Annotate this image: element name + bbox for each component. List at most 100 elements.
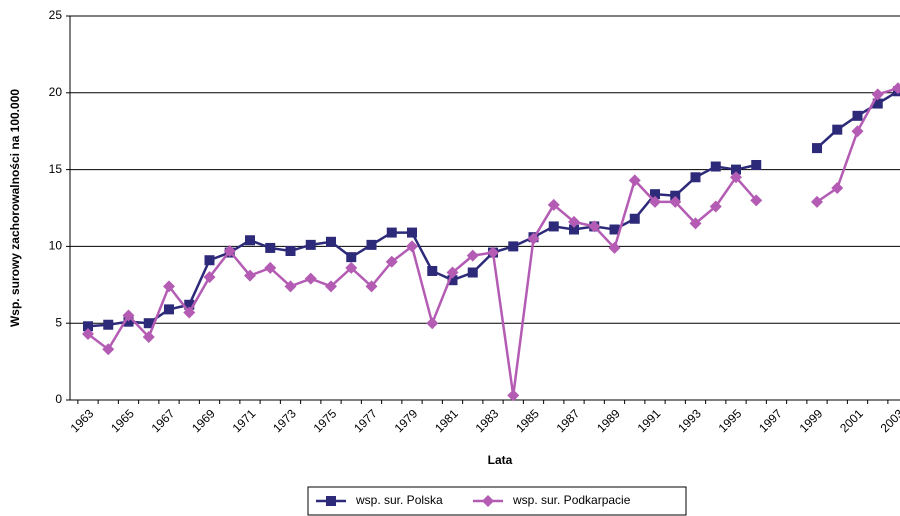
- marker: [345, 261, 358, 274]
- x-tick-label: 2001: [837, 406, 866, 435]
- x-tick-label: 1963: [68, 406, 97, 435]
- y-tick-label: 20: [49, 85, 63, 99]
- marker: [649, 195, 661, 208]
- marker: [427, 265, 438, 276]
- marker: [690, 172, 701, 183]
- marker: [122, 309, 135, 322]
- marker: [204, 255, 215, 266]
- marker: [547, 198, 560, 211]
- marker: [508, 241, 519, 252]
- marker: [507, 389, 520, 402]
- marker: [832, 124, 843, 135]
- marker: [103, 319, 114, 330]
- x-tick-label: 1993: [675, 406, 704, 435]
- y-tick-label: 15: [49, 162, 63, 176]
- marker: [385, 255, 398, 268]
- marker: [588, 220, 601, 233]
- marker: [426, 317, 439, 330]
- legend-label: wsp. sur. Podkarpacie: [512, 493, 631, 507]
- marker: [325, 280, 337, 293]
- marker: [285, 246, 296, 257]
- marker: [466, 249, 479, 262]
- marker: [487, 246, 499, 259]
- marker: [812, 143, 822, 154]
- marker: [284, 280, 297, 293]
- series-line: [87, 90, 899, 328]
- marker: [750, 194, 763, 207]
- marker: [872, 98, 883, 109]
- marker: [102, 343, 115, 356]
- marker: [183, 306, 196, 319]
- marker: [203, 271, 216, 284]
- marker: [245, 235, 255, 246]
- marker: [608, 241, 621, 254]
- marker: [689, 217, 702, 230]
- x-tick-label: 1989: [594, 406, 623, 435]
- marker: [569, 224, 579, 235]
- marker: [730, 171, 742, 184]
- x-tick-label: 1965: [108, 406, 137, 435]
- marker: [568, 215, 580, 228]
- x-tick-label: 1983: [473, 406, 502, 435]
- marker: [407, 227, 417, 238]
- x-tick-label: 1975: [311, 406, 340, 435]
- marker: [142, 331, 155, 344]
- marker: [851, 125, 864, 138]
- y-tick-label: 5: [55, 315, 62, 329]
- x-tick-label: 1999: [797, 406, 826, 435]
- marker: [467, 267, 478, 278]
- marker: [811, 195, 823, 208]
- marker: [548, 221, 559, 232]
- x-axis-title: Lata: [488, 453, 513, 467]
- marker: [164, 304, 174, 315]
- marker: [670, 190, 681, 201]
- x-tick-label: 1977: [351, 406, 380, 435]
- x-tick-label: 1981: [432, 406, 461, 435]
- marker: [346, 252, 357, 263]
- marker: [527, 232, 540, 245]
- x-tick-label: 1967: [149, 406, 178, 435]
- marker: [163, 280, 175, 293]
- x-tick-label: 2003: [878, 406, 900, 435]
- marker: [123, 316, 134, 327]
- marker: [831, 182, 844, 195]
- marker: [628, 174, 641, 187]
- x-tick-label: 1971: [230, 406, 259, 435]
- x-tick-label: 1973: [270, 406, 299, 435]
- marker: [83, 321, 93, 332]
- x-tick-label: 1987: [554, 406, 583, 435]
- y-tick-label: 10: [49, 239, 63, 253]
- marker: [609, 224, 620, 235]
- marker: [629, 213, 640, 224]
- x-tick-label: 1995: [716, 406, 745, 435]
- x-tick-label: 1969: [189, 406, 218, 435]
- marker: [82, 327, 94, 340]
- marker: [305, 239, 316, 250]
- y-tick-label: 25: [49, 8, 63, 22]
- marker: [447, 275, 458, 286]
- y-tick-label: 0: [55, 392, 62, 406]
- marker: [852, 110, 863, 121]
- marker: [304, 272, 317, 285]
- marker: [264, 261, 277, 274]
- marker: [650, 189, 660, 200]
- x-tick-label: 1997: [756, 406, 785, 435]
- marker: [365, 280, 378, 293]
- x-tick-label: 1991: [635, 406, 664, 435]
- marker: [446, 266, 459, 279]
- marker: [482, 495, 494, 507]
- x-tick-label: 1979: [392, 406, 421, 435]
- marker: [326, 236, 336, 247]
- marker: [265, 242, 276, 253]
- marker: [871, 88, 884, 101]
- marker: [366, 239, 377, 250]
- marker: [709, 200, 722, 213]
- marker: [143, 318, 154, 329]
- series-line: [87, 86, 899, 396]
- marker: [751, 159, 762, 170]
- x-tick-label: 1985: [513, 406, 542, 435]
- marker: [731, 164, 741, 175]
- marker: [326, 496, 336, 506]
